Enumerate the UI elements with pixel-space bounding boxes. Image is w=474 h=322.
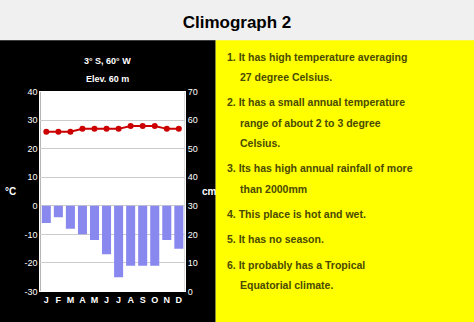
svg-text:than 2000mm: than 2000mm [240, 183, 307, 195]
svg-text:1. It has high temperature ave: 1. It has high temperature averaging [227, 51, 407, 63]
svg-text:M: M [67, 295, 75, 305]
svg-text:0: 0 [32, 201, 37, 211]
svg-text:40: 40 [27, 87, 37, 97]
svg-text:3. Its has high annual rainfal: 3. Its has high annual rainfall of more [227, 162, 413, 174]
svg-text:2. It has a small annual tempe: 2. It has a small annual temperature [227, 96, 405, 108]
svg-text:Elev. 60 m: Elev. 60 m [86, 74, 129, 84]
svg-text:-20: -20 [24, 258, 37, 268]
svg-text:M: M [91, 295, 99, 305]
svg-text:3° S, 60° W: 3° S, 60° W [84, 56, 131, 66]
svg-text:10: 10 [188, 258, 198, 268]
svg-text:60: 60 [188, 115, 198, 125]
svg-text:6. It probably has a Tropical: 6. It probably has a Tropical [227, 259, 365, 271]
svg-text:50: 50 [188, 144, 198, 154]
svg-text:70: 70 [188, 87, 198, 97]
svg-text:F: F [56, 295, 62, 305]
svg-text:-30: -30 [24, 287, 37, 297]
svg-text:J: J [104, 295, 109, 305]
svg-text:D: D [176, 295, 183, 305]
svg-text:5. It has no season.: 5. It has no season. [227, 233, 324, 245]
svg-text:N: N [164, 295, 171, 305]
svg-text:J: J [44, 295, 49, 305]
svg-text:30: 30 [188, 201, 198, 211]
svg-text:cm: cm [202, 186, 217, 197]
svg-text:°C: °C [5, 186, 16, 197]
svg-text:A: A [79, 295, 86, 305]
svg-text:Climograph 2: Climograph 2 [183, 13, 292, 32]
svg-text:20: 20 [27, 144, 37, 154]
svg-text:4. This place is hot and wet.: 4. This place is hot and wet. [227, 208, 366, 220]
svg-text:S: S [140, 295, 146, 305]
svg-text:A: A [127, 295, 134, 305]
svg-text:30: 30 [27, 115, 37, 125]
svg-text:range of about 2 to 3 degree: range of about 2 to 3 degree [240, 117, 381, 129]
svg-text:Celsius.: Celsius. [240, 137, 280, 149]
svg-text:Equatorial climate.: Equatorial climate. [240, 279, 333, 291]
svg-text:20: 20 [188, 230, 198, 240]
svg-text:10: 10 [27, 172, 37, 182]
svg-text:O: O [151, 295, 158, 305]
svg-text:0: 0 [188, 287, 193, 297]
svg-text:-10: -10 [24, 230, 37, 240]
svg-text:J: J [116, 295, 121, 305]
svg-text:40: 40 [188, 172, 198, 182]
svg-text:27 degree Celsius.: 27 degree Celsius. [240, 71, 332, 83]
